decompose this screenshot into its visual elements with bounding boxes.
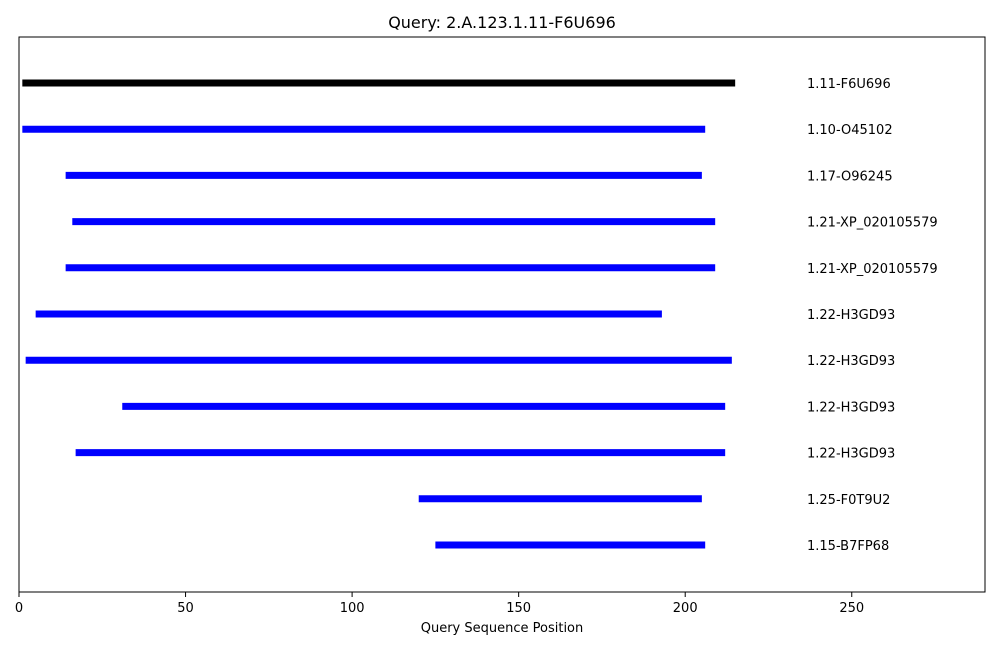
segment-label: 1.17-O96245 (807, 169, 893, 184)
x-tick-label: 0 (15, 601, 23, 616)
segment-label: 1.21-XP_020105579 (807, 216, 938, 231)
segment-label: 1.10-O45102 (807, 123, 893, 138)
segment-label: 1.22-H3GD93 (807, 308, 895, 323)
segment-label: 1.21-XP_020105579 (807, 262, 938, 277)
x-axis-title: Query Sequence Position (421, 621, 584, 636)
x-axis: 0 50 100 150 200 250 (15, 592, 864, 616)
x-tick-label: 50 (177, 601, 194, 616)
segment-label: 1.25-F0T9U2 (807, 493, 890, 508)
segments-layer (22, 79, 736, 549)
chart-title: Query: 2.A.123.1.11-F6U696 (388, 13, 616, 32)
x-tick-label: 100 (340, 601, 365, 616)
segment-label: 1.22-H3GD93 (807, 400, 895, 415)
segment-label: 1.22-H3GD93 (807, 354, 895, 369)
x-tick-label: 200 (673, 601, 698, 616)
labels-layer: 1.11-F6U696 1.10-O45102 1.17-O96245 1.21-XP… (807, 77, 938, 554)
x-tick-label: 150 (506, 601, 531, 616)
plot-frame (18, 36, 986, 593)
segment-label: 1.15-B7FP68 (807, 539, 889, 554)
x-tick-label: 250 (839, 601, 864, 616)
segment-label: 1.11-F6U696 (807, 77, 891, 92)
segment-label: 1.22-H3GD93 (807, 447, 895, 462)
